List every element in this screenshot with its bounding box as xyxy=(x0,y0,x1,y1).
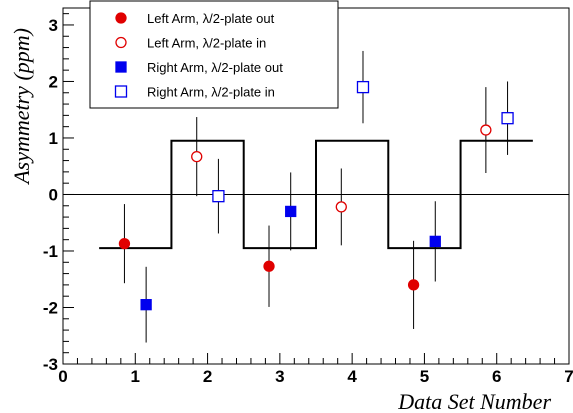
y-tick-label: 3 xyxy=(49,16,58,35)
data-point xyxy=(212,190,225,203)
data-point xyxy=(285,205,297,218)
y-tick-label: 0 xyxy=(49,185,58,204)
x-tick-label: 5 xyxy=(420,367,429,386)
series-4 xyxy=(212,50,514,234)
x-tick-label: 6 xyxy=(492,367,501,386)
data-point xyxy=(429,235,441,248)
legend: Left Arm, λ/2-plate out Left Arm, λ/2-pla… xyxy=(89,0,339,109)
data-point xyxy=(191,150,203,163)
y-tick-label: -2 xyxy=(43,298,58,317)
x-tick-label: 2 xyxy=(203,367,212,386)
legend-marker xyxy=(115,12,127,24)
series-2 xyxy=(191,87,492,246)
legend-label: Left Arm, λ/2-plate out xyxy=(147,11,275,26)
legend-label: Right Arm, λ/2-plate in xyxy=(147,85,275,100)
legend-marker xyxy=(115,61,127,73)
step-line xyxy=(99,139,533,250)
legend-label: Left Arm, λ/2-plate in xyxy=(147,36,266,51)
plot-area: 0 1 2 3 4 5 6 7 -3 -2 -1 0 1 2 3 xyxy=(43,7,573,386)
y-tick-label: -3 xyxy=(43,355,58,374)
data-point xyxy=(501,112,514,125)
data-point xyxy=(407,279,420,291)
data-point xyxy=(480,124,492,136)
series-1 xyxy=(118,204,420,329)
data-point xyxy=(335,201,347,213)
x-tick-label: 7 xyxy=(564,367,573,386)
x-tick-label: 4 xyxy=(347,367,357,386)
y-tick-label: 2 xyxy=(49,72,58,91)
legend-box xyxy=(89,0,339,109)
series-3 xyxy=(140,172,441,343)
legend-marker xyxy=(114,85,128,98)
y-tick-label: -1 xyxy=(43,242,58,261)
legend-label: Right Arm, λ/2-plate out xyxy=(147,60,283,75)
legend-marker xyxy=(115,36,127,49)
x-tick-label: 1 xyxy=(131,367,140,386)
data-point xyxy=(356,80,370,94)
data-point xyxy=(118,237,131,250)
y-axis-title: Asymmetry (ppm) xyxy=(9,28,34,186)
data-point xyxy=(140,299,152,311)
x-tick-label: 0 xyxy=(58,367,67,386)
data-point xyxy=(263,260,275,272)
x-axis-title: Data Set Number xyxy=(397,389,551,413)
y-tick-label: 1 xyxy=(49,129,58,148)
x-tick-label: 3 xyxy=(275,367,284,386)
